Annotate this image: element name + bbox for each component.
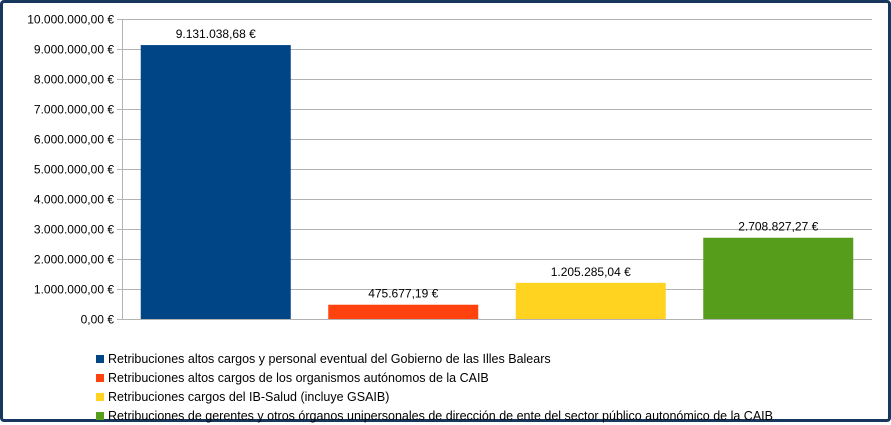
- legend: Retribuciones altos cargos y personal ev…: [96, 349, 773, 425]
- legend-item: Retribuciones de gerentes y otros órgano…: [96, 406, 773, 425]
- data-labels: 9.131.038,68 € 475.677,19 € 1.205.285,04 €…: [176, 27, 819, 301]
- bar-value-label: 2.708.827,27 €: [738, 220, 818, 234]
- y-tick-label: 3.000.000,00 €: [34, 223, 114, 237]
- legend-label: Retribuciones de gerentes y otros órgano…: [108, 408, 773, 423]
- bar: [140, 45, 291, 319]
- bar: [703, 237, 854, 319]
- legend-swatch: [96, 411, 104, 420]
- legend-label: Retribuciones altos cargos y personal ev…: [108, 351, 551, 366]
- y-tick-label: 5.000.000,00 €: [34, 163, 114, 177]
- bar-chart: 0,00 € 1.000.000,00 € 2.000.000,00 € 3.000.…: [27, 13, 872, 327]
- y-tick-label: 1.000.000,00 €: [34, 283, 114, 297]
- y-tick-label: 4.000.000,00 €: [34, 193, 114, 207]
- legend-item: Retribuciones altos cargos y personal ev…: [96, 349, 773, 368]
- bar-value-label: 9.131.038,68 €: [176, 27, 256, 41]
- y-axis-tick-labels: 0,00 € 1.000.000,00 € 2.000.000,00 € 3.000.…: [27, 13, 114, 327]
- legend-swatch: [96, 373, 104, 382]
- legend-item: Retribuciones cargos del IB-Salud (inclu…: [96, 387, 773, 406]
- y-tick-label: 7.000.000,00 €: [34, 103, 114, 117]
- y-tick-label: 6.000.000,00 €: [34, 133, 114, 147]
- y-tick-label: 0,00 €: [81, 313, 115, 327]
- y-tick-label: 10.000.000,00 €: [27, 13, 114, 27]
- bar-value-label: 1.205.285,04 €: [551, 265, 631, 279]
- y-tick-label: 8.000.000,00 €: [34, 73, 114, 87]
- legend-swatch: [96, 392, 104, 401]
- bar: [328, 304, 479, 319]
- bars: [140, 45, 854, 319]
- legend-item: Retribuciones altos cargos de los organi…: [96, 368, 773, 387]
- legend-swatch: [96, 354, 104, 363]
- bar-value-label: 475.677,19 €: [368, 287, 438, 301]
- y-tick-label: 2.000.000,00 €: [34, 253, 114, 267]
- y-tick-label: 9.000.000,00 €: [34, 43, 114, 57]
- legend-label: Retribuciones altos cargos de los organi…: [108, 370, 489, 385]
- bar: [515, 282, 666, 319]
- legend-label: Retribuciones cargos del IB-Salud (inclu…: [108, 389, 390, 404]
